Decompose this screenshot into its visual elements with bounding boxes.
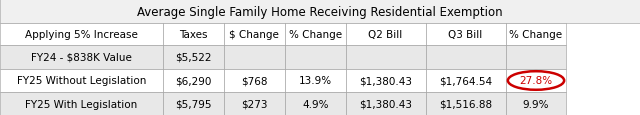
- Bar: [426, 45, 506, 69]
- Text: Applying 5% Increase: Applying 5% Increase: [25, 30, 138, 40]
- Text: $ Change: $ Change: [230, 30, 279, 40]
- Text: Q3 Bill: Q3 Bill: [449, 30, 483, 40]
- Bar: [285, 24, 346, 45]
- Bar: [0, 0, 640, 24]
- Text: FY25 With Legislation: FY25 With Legislation: [26, 99, 138, 109]
- Bar: [346, 93, 426, 115]
- Text: Q2 Bill: Q2 Bill: [369, 30, 403, 40]
- Bar: [0, 45, 163, 69]
- Bar: [285, 45, 346, 69]
- Bar: [224, 24, 285, 45]
- Text: 4.9%: 4.9%: [302, 99, 328, 109]
- Text: $1,380.43: $1,380.43: [359, 99, 412, 109]
- Bar: [426, 24, 506, 45]
- Text: % Change: % Change: [289, 30, 342, 40]
- Bar: [506, 69, 566, 93]
- Bar: [285, 69, 346, 93]
- Text: $768: $768: [241, 76, 268, 86]
- Bar: [426, 69, 506, 93]
- Text: FY25 Without Legislation: FY25 Without Legislation: [17, 76, 147, 86]
- Bar: [506, 93, 566, 115]
- Bar: [163, 93, 224, 115]
- Text: 13.9%: 13.9%: [299, 76, 332, 86]
- Bar: [0, 24, 163, 45]
- Text: $1,516.88: $1,516.88: [439, 99, 492, 109]
- Bar: [163, 24, 224, 45]
- Bar: [224, 69, 285, 93]
- Bar: [0, 69, 163, 93]
- Bar: [224, 45, 285, 69]
- Bar: [224, 93, 285, 115]
- Text: Average Single Family Home Receiving Residential Exemption: Average Single Family Home Receiving Res…: [137, 6, 503, 19]
- Text: % Change: % Change: [509, 30, 563, 40]
- Bar: [506, 24, 566, 45]
- Text: $1,764.54: $1,764.54: [439, 76, 492, 86]
- Bar: [346, 69, 426, 93]
- Bar: [163, 45, 224, 69]
- Bar: [506, 45, 566, 69]
- Text: 27.8%: 27.8%: [520, 76, 552, 86]
- Text: Taxes: Taxes: [179, 30, 208, 40]
- Bar: [0, 93, 163, 115]
- Text: $1,380.43: $1,380.43: [359, 76, 412, 86]
- Bar: [346, 45, 426, 69]
- Text: $273: $273: [241, 99, 268, 109]
- Text: 9.9%: 9.9%: [523, 99, 549, 109]
- Text: $6,290: $6,290: [175, 76, 212, 86]
- Bar: [426, 93, 506, 115]
- Bar: [346, 24, 426, 45]
- Bar: [163, 69, 224, 93]
- Text: FY24 - $838K Value: FY24 - $838K Value: [31, 52, 132, 62]
- Text: $5,522: $5,522: [175, 52, 212, 62]
- Bar: [285, 93, 346, 115]
- Text: $5,795: $5,795: [175, 99, 212, 109]
